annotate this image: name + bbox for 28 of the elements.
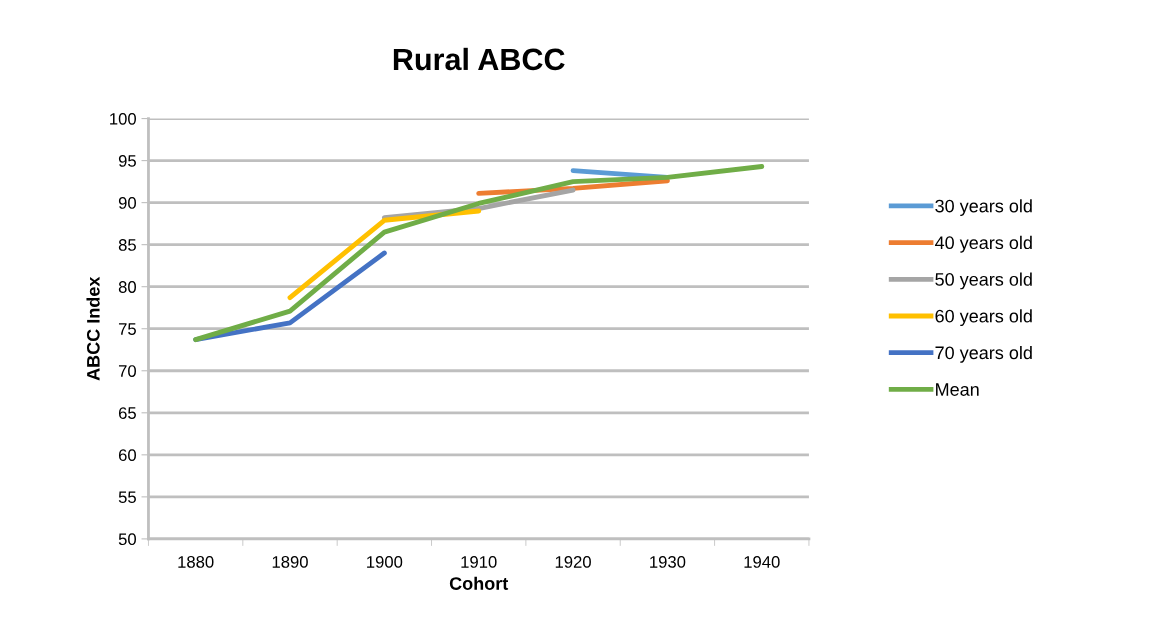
x-tick-label: 1880 <box>178 556 214 568</box>
chart-title: Rural ABCC <box>393 47 565 71</box>
legend-label: 50 years old <box>935 272 1032 290</box>
legend-label: 60 years old <box>935 309 1032 327</box>
y-tick-label: 90 <box>118 197 137 209</box>
legend-label: Mean <box>936 383 979 396</box>
y-tick-label: 75 <box>118 323 136 335</box>
line-series <box>193 164 765 343</box>
legend-label: 70 years old <box>935 345 1032 363</box>
y-tick-label: 50 <box>118 533 137 546</box>
y-tick-label: 60 <box>118 449 137 462</box>
x-tick-label: 1920 <box>555 556 591 568</box>
x-tick-label: 1890 <box>272 556 308 568</box>
legend-label: 30 years old <box>935 199 1032 216</box>
x-tick-label: 1930 <box>650 556 686 568</box>
y-tick-label: 65 <box>118 407 136 419</box>
x-tick-label: 1910 <box>461 556 497 568</box>
y-tick-label: 100 <box>110 112 137 125</box>
y-tick-label: 85 <box>118 239 136 251</box>
y-tick-label: 70 <box>118 365 137 377</box>
x-tick-label: 1940 <box>744 556 780 568</box>
y-tick-label: 55 <box>118 491 136 504</box>
x-tick-label: 1900 <box>367 556 403 568</box>
legend-label: 40 years old <box>934 235 1032 253</box>
y-tick-label: 95 <box>118 154 136 167</box>
x-axis-title: Cohort <box>449 576 509 590</box>
y-axis-title: ABCC Index <box>86 276 100 381</box>
y-tick-label: 80 <box>118 281 137 293</box>
